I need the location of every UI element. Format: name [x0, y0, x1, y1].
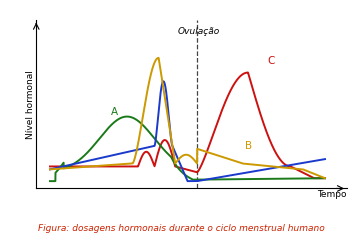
- Text: Ovulação: Ovulação: [177, 27, 220, 36]
- Text: B: B: [245, 141, 252, 151]
- Text: A: A: [110, 107, 118, 117]
- Text: C: C: [267, 56, 275, 66]
- Text: Figura: dosagens hormonais durante o ciclo menstrual humano: Figura: dosagens hormonais durante o cic…: [38, 224, 324, 233]
- X-axis label: Tempo: Tempo: [317, 190, 347, 199]
- Y-axis label: Nível hormonal: Nível hormonal: [26, 70, 35, 138]
